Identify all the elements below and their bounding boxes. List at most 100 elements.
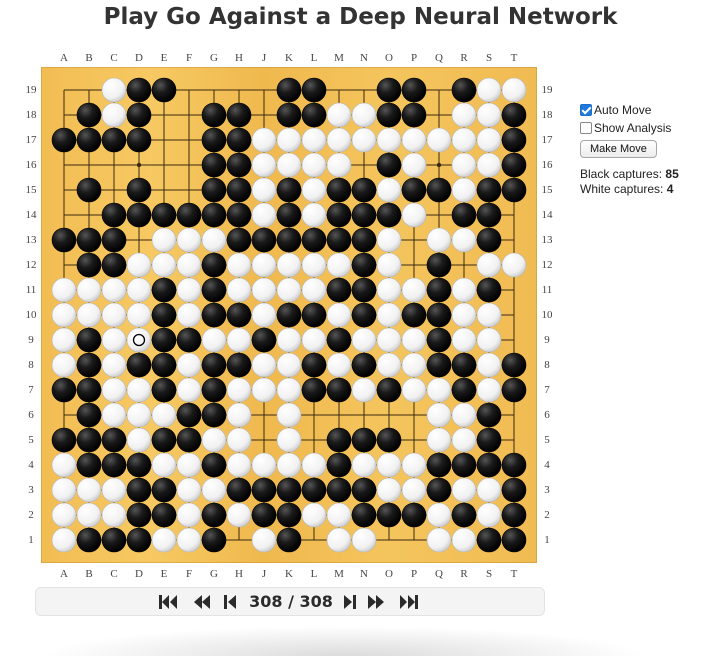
black-stone-N8: [351, 352, 377, 378]
column-label-G: G: [210, 52, 218, 64]
column-label-H: H: [235, 52, 243, 64]
white-stone-P14: [401, 202, 427, 228]
row-label-10: 10: [25, 309, 37, 321]
black-stone-D19: [126, 77, 152, 103]
white-stone-O8: [376, 352, 402, 378]
white-stone-A1: [51, 527, 77, 553]
white-stone-R1: [451, 527, 477, 553]
black-stone-D1: [126, 527, 152, 553]
row-label-15: 15: [541, 184, 553, 196]
black-stone-G17: [201, 127, 227, 153]
black-stone-T17: [501, 127, 527, 153]
row-label-12: 12: [541, 259, 553, 271]
forward-icon[interactable]: [343, 594, 357, 610]
row-label-14: 14: [541, 209, 553, 221]
black-stone-G11: [201, 277, 227, 303]
black-stone-F14: [176, 202, 202, 228]
auto-move-checkbox[interactable]: [580, 104, 592, 116]
row-label-8: 8: [544, 359, 550, 371]
black-stone-M5: [326, 427, 352, 453]
black-stone-P10: [401, 302, 427, 328]
black-stone-C13: [101, 227, 127, 253]
show-analysis-label[interactable]: Show Analysis: [594, 121, 672, 135]
row-label-19: 19: [541, 84, 553, 96]
column-label-M: M: [334, 52, 344, 64]
black-stone-H14: [226, 202, 252, 228]
white-stone-A2: [51, 502, 77, 528]
auto-move-label[interactable]: Auto Move: [594, 103, 652, 117]
column-label-P: P: [410, 52, 418, 64]
black-stone-D8: [126, 352, 152, 378]
black-stone-T7: [501, 377, 527, 403]
white-stone-A9: [51, 327, 77, 353]
row-label-6: 6: [544, 409, 550, 421]
white-stone-J7: [251, 377, 277, 403]
show-analysis-option[interactable]: Show Analysis: [580, 119, 679, 137]
black-stone-G15: [201, 177, 227, 203]
black-stone-B13: [76, 227, 102, 253]
black-stone-K13: [276, 227, 302, 253]
white-stone-N9: [351, 327, 377, 353]
white-stone-N4: [351, 452, 377, 478]
black-stone-G4: [201, 452, 227, 478]
black-stone-A5: [51, 427, 77, 453]
white-stone-L9: [301, 327, 327, 353]
black-stone-D17: [126, 127, 152, 153]
white-stone-R6: [451, 402, 477, 428]
column-label-B: B: [85, 568, 93, 580]
white-stone-M2: [326, 502, 352, 528]
black-stone-G8: [201, 352, 227, 378]
total-moves: 308: [299, 592, 333, 611]
white-stone-Q13: [426, 227, 452, 253]
white-stone-L16: [301, 152, 327, 178]
black-stone-O16: [376, 152, 402, 178]
make-move-button[interactable]: Make Move: [580, 140, 657, 158]
black-stone-M11: [326, 277, 352, 303]
go-board[interactable]: [41, 67, 537, 563]
white-stone-D10: [126, 302, 152, 328]
white-stone-N1: [351, 527, 377, 553]
first-move-icon[interactable]: [158, 594, 178, 610]
black-stone-S13: [476, 227, 502, 253]
column-label-S: S: [485, 568, 493, 580]
star-point: [436, 162, 442, 168]
fast-back-icon[interactable]: [192, 594, 212, 610]
board-grid[interactable]: [41, 67, 537, 563]
black-stone-H15: [226, 177, 252, 203]
last-move-icon[interactable]: [399, 594, 419, 610]
row-label-18: 18: [25, 109, 37, 121]
fast-forward-icon[interactable]: [366, 594, 386, 610]
black-stone-P2: [401, 502, 427, 528]
white-stone-C2: [101, 502, 127, 528]
white-stone-G13: [201, 227, 227, 253]
black-stone-M7: [326, 377, 352, 403]
auto-move-option[interactable]: Auto Move: [580, 101, 679, 119]
column-label-O: O: [385, 52, 393, 64]
black-stone-Q15: [426, 177, 452, 203]
move-counter: 308 / 308: [236, 592, 346, 611]
black-stone-N15: [351, 177, 377, 203]
black-stone-C5: [101, 427, 127, 453]
white-stone-K4: [276, 452, 302, 478]
white-stone-Q1: [426, 527, 452, 553]
black-stone-O19: [376, 77, 402, 103]
white-stone-M16: [326, 152, 352, 178]
black-stone-G12: [201, 252, 227, 278]
column-label-J: J: [261, 568, 267, 580]
row-label-16: 16: [541, 159, 553, 171]
column-label-P: P: [410, 568, 418, 580]
black-stone-S6: [476, 402, 502, 428]
black-stone-L13: [301, 227, 327, 253]
white-stone-K16: [276, 152, 302, 178]
white-stone-O4: [376, 452, 402, 478]
black-stone-G16: [201, 152, 227, 178]
black-stone-B7: [76, 377, 102, 403]
show-analysis-checkbox[interactable]: [580, 122, 592, 134]
black-stone-F5: [176, 427, 202, 453]
back-icon[interactable]: [223, 594, 237, 610]
black-stone-D4: [126, 452, 152, 478]
black-stone-G2: [201, 502, 227, 528]
white-captures-value: 4: [666, 182, 674, 196]
white-stone-H4: [226, 452, 252, 478]
white-stone-M18: [326, 102, 352, 128]
